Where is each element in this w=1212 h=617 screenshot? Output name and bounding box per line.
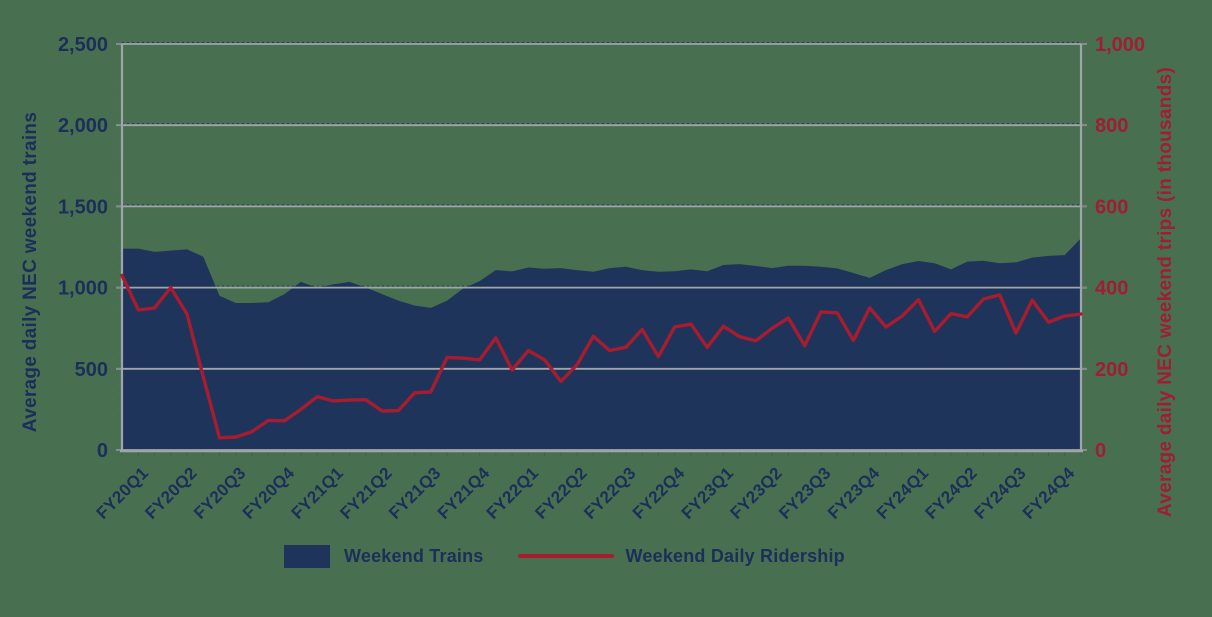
x-axis-category-label: FY23Q4 (824, 463, 884, 523)
x-axis-category-label: FY24Q4 (1019, 463, 1079, 523)
x-axis-category-label: FY24Q3 (970, 463, 1029, 522)
x-axis-category-label: FY23Q1 (678, 463, 737, 522)
x-axis-category-label: FY22Q1 (483, 463, 542, 522)
x-axis-category-label: FY20Q3 (190, 463, 249, 522)
left-axis-tick-label: 2,500 (58, 34, 108, 56)
x-axis-category-label: FY22Q3 (580, 463, 639, 522)
x-axis-category-label: FY24Q1 (873, 463, 932, 522)
left-axis-tick-label: 1,500 (58, 196, 108, 218)
right-axis-title: Average daily NEC weekend trips (in thou… (1155, 66, 1176, 518)
left-axis-title: Average daily NEC weekend trains (20, 111, 41, 433)
right-axis-tick-label: 600 (1095, 196, 1128, 218)
right-axis-tick-label: 0 (1095, 440, 1106, 462)
x-axis-category-label: FY21Q1 (288, 463, 347, 522)
x-axis-category-label: FY20Q4 (239, 463, 299, 523)
legend-label-weekend-daily-ridership: Weekend Daily Ridership (625, 545, 845, 566)
left-axis-tick-label: 0 (97, 440, 108, 462)
right-axis-tick-label: 1,000 (1095, 34, 1145, 56)
legend-label-weekend-trains: Weekend Trains (344, 545, 484, 566)
legend: Weekend Trains Weekend Daily Ridership (284, 541, 845, 571)
x-axis-category-label: FY22Q4 (629, 463, 689, 523)
left-axis-tick-label: 2,000 (58, 115, 108, 137)
right-axis-tick-label: 800 (1095, 115, 1128, 137)
x-axis-category-label: FY21Q4 (434, 463, 494, 523)
left-axis-tick-label: 1,000 (58, 278, 108, 300)
x-axis-category-label: FY22Q2 (531, 463, 590, 522)
left-axis-tick-label: 500 (75, 359, 108, 381)
x-axis-category-label: FY21Q2 (336, 463, 395, 522)
right-axis-tick-label: 200 (1095, 359, 1128, 381)
legend-swatch-weekend-trains (284, 544, 330, 568)
x-axis-category-label: FY20Q1 (93, 463, 152, 522)
right-axis-tick-label: 400 (1095, 278, 1128, 300)
x-axis-category-label: FY20Q2 (141, 463, 200, 522)
weekend-daily-ridership-line (120, 273, 1083, 440)
x-axis-category-label: FY23Q3 (775, 463, 834, 522)
legend-line-weekend-daily-ridership (517, 554, 614, 558)
x-axis-category-label: FY21Q3 (385, 463, 444, 522)
x-axis-category-label: FY23Q2 (727, 463, 786, 522)
x-axis-category-label: FY24Q2 (922, 463, 981, 522)
